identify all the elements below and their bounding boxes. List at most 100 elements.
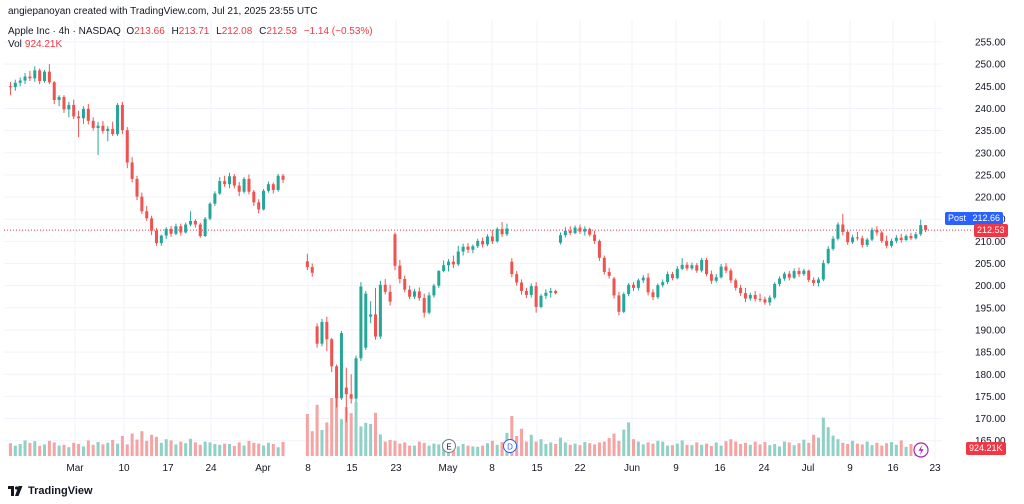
volume-bar (554, 444, 558, 456)
y-tick-label: 195.00 (975, 303, 1006, 314)
candle-body (573, 227, 577, 233)
volume-bar (120, 436, 124, 456)
candle-body (447, 261, 451, 266)
volume-bars (8, 393, 918, 456)
candle-body (500, 228, 504, 235)
candle-body (787, 273, 791, 278)
tradingview-logo-icon (8, 486, 23, 496)
candle-body (266, 184, 270, 191)
volume-bar (466, 445, 470, 456)
candle-body (607, 271, 611, 276)
volume-bar (13, 445, 17, 456)
volume-bar (894, 444, 898, 456)
candle-body (91, 120, 95, 128)
volume-bar (476, 446, 480, 456)
volume-bar (47, 440, 51, 456)
candle-body (695, 265, 699, 271)
volume-bar (310, 431, 314, 456)
x-tick-label: 15 (346, 463, 358, 474)
candle-body (651, 292, 655, 298)
candle-body (451, 261, 455, 265)
volume-bar (631, 439, 636, 456)
dividend-marker-label: D (507, 443, 513, 452)
candle-body (320, 321, 324, 344)
price-axis[interactable]: 165.00 170.00 175.00 180.00 185.00 190.00 195.… (975, 38, 1006, 448)
candle-body (437, 271, 441, 286)
volume-bar (851, 440, 855, 456)
volume-bar (495, 444, 499, 456)
post-value: 212.66 (972, 213, 1000, 223)
volume-bar (607, 438, 611, 456)
candle-body (554, 290, 558, 294)
volume-bar (831, 435, 835, 456)
volume-label: Vol (8, 39, 22, 50)
candle-body (865, 239, 869, 245)
volume-bar (427, 445, 431, 456)
volume-bar (23, 440, 27, 456)
candle-body (524, 290, 528, 295)
candle-body (739, 287, 743, 294)
volume-bar (899, 440, 903, 456)
dividend-marker[interactable]: D (503, 439, 517, 453)
candle-body (383, 284, 387, 292)
volume-bar (860, 444, 864, 456)
candle-body (466, 246, 470, 250)
candle-body (763, 299, 767, 303)
tradingview-logo[interactable]: TradingView (8, 485, 93, 497)
volume-legend[interactable]: Vol 924.21K (8, 39, 62, 50)
candle-body (33, 70, 37, 79)
candle-body (885, 240, 889, 246)
volume-bar (646, 442, 650, 456)
candle-body (549, 290, 553, 293)
x-tick-label: Mar (66, 463, 84, 474)
post-price-tag: Post 212.66 (945, 212, 1003, 225)
candle-body (778, 278, 782, 284)
volume-bar (266, 442, 270, 456)
volume-bar (748, 444, 752, 456)
time-axis[interactable]: Mar 10 17 24 Apr 8 15 23 May 8 15 22 Jun 9 16 24 Jul 9 16 2… (66, 463, 941, 474)
volume-bar (768, 445, 772, 456)
candle-body (81, 108, 85, 119)
candle-body (831, 238, 835, 249)
volume-value: 924.21K (24, 39, 63, 50)
earnings-marker[interactable]: E (442, 439, 456, 453)
symbol-name[interactable]: Apple Inc · 4h · NASDAQ (8, 26, 121, 37)
volume-bar (612, 433, 616, 456)
volume-bar (140, 431, 144, 456)
symbol-legend[interactable]: Apple Inc · 4h · NASDAQ O213.66 H213.71 … (8, 26, 377, 37)
candle-body (213, 193, 217, 204)
volume-bar (223, 443, 227, 456)
volume-bar (471, 446, 475, 456)
volume-bar (690, 445, 694, 456)
volume-bar (125, 444, 129, 456)
candle-body (359, 286, 363, 359)
volume-bar (388, 440, 392, 456)
x-tick-label: Jul (802, 463, 815, 474)
volume-bar (670, 445, 674, 456)
lightning-icon[interactable] (913, 442, 929, 458)
last-price-tag: 212.53 (974, 224, 1008, 237)
candle-body (305, 261, 309, 268)
candle-body (631, 284, 636, 288)
volume-bar (909, 444, 913, 456)
candle-body (86, 108, 90, 121)
candle-body (398, 265, 402, 280)
event-markers[interactable]: E D (442, 439, 929, 458)
x-tick-label: 16 (714, 463, 726, 474)
volume-bar (865, 441, 869, 456)
volume-bar (534, 441, 538, 456)
volume-bar (344, 407, 348, 456)
candle-body (675, 268, 679, 279)
low-label: L (216, 26, 222, 37)
candle-body (140, 196, 144, 212)
volume-bar (885, 443, 889, 456)
candle-body (374, 314, 378, 337)
candle-body (826, 248, 830, 264)
volume-bar (529, 434, 533, 456)
volume-bar (836, 439, 840, 456)
candle-body (408, 289, 412, 297)
volume-bar (67, 447, 71, 456)
volume-bar (583, 442, 587, 456)
candle-body (597, 240, 601, 258)
